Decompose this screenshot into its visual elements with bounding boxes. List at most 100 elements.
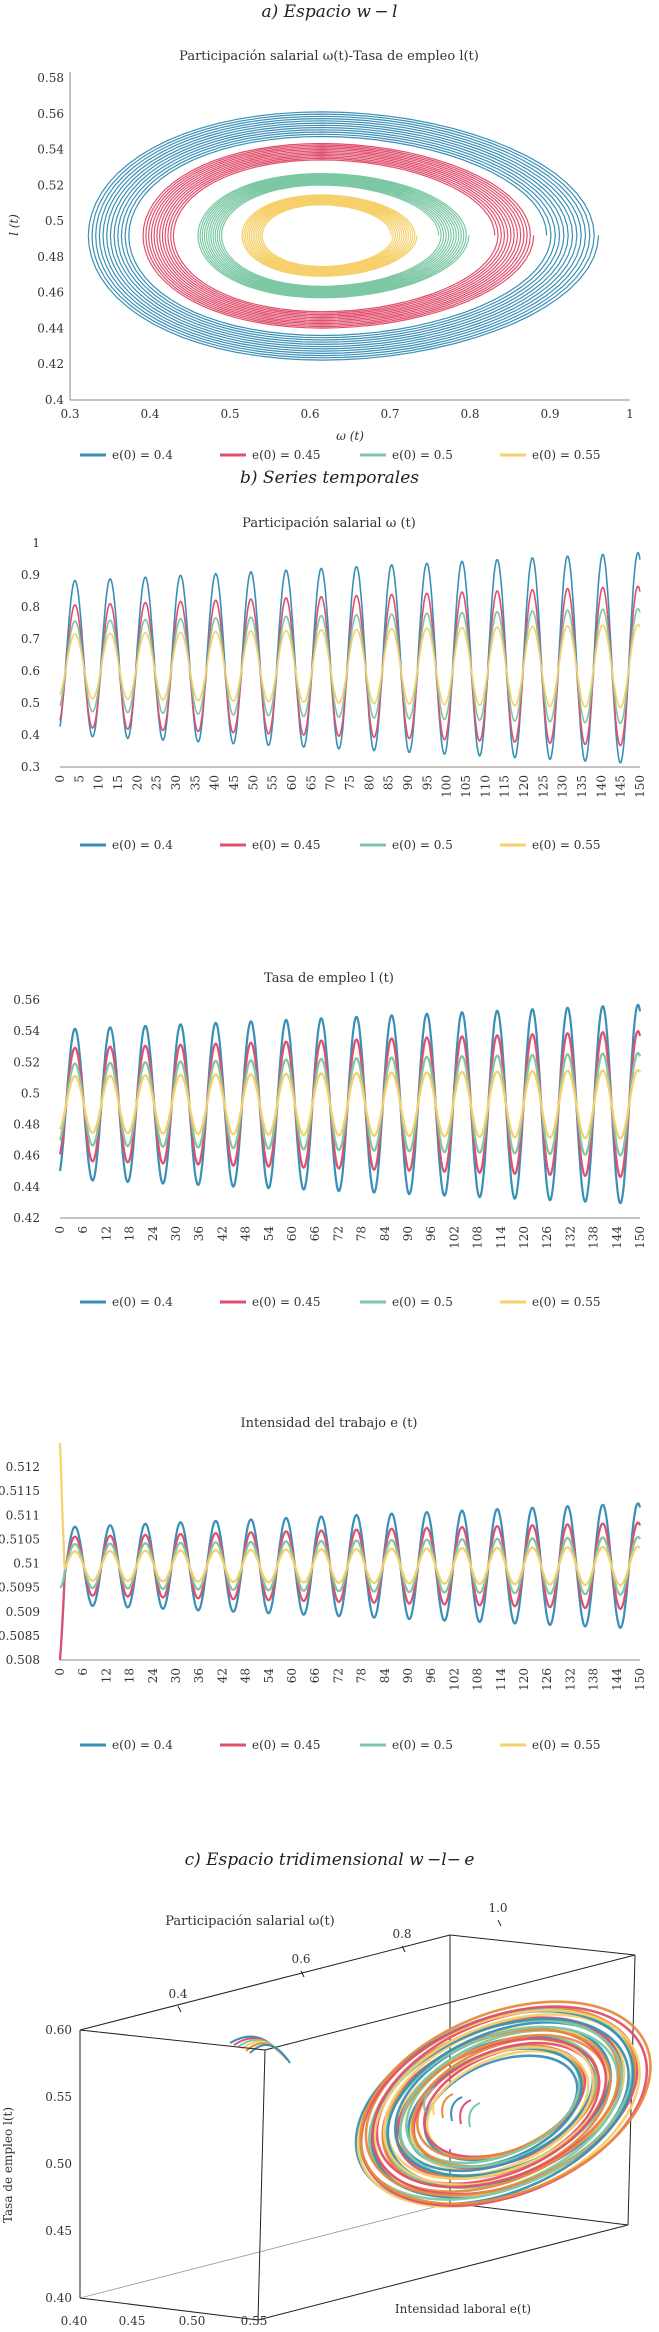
x-tick-label: 135 [575,775,589,798]
y-tick-label: 0.508 [6,1653,40,1667]
y-tick-label: 0.51 [13,1557,40,1571]
x-tick-label: 115 [498,775,512,798]
x-tick-label: 114 [494,1226,508,1249]
y-tick-label: 0.58 [37,71,64,85]
x-tick-label: 12 [99,1668,113,1683]
x-tick-label: 80 [362,775,376,790]
series-line [59,1536,641,1596]
space3d-chart: Participación salarial ω(t) 0.4 0.6 0.8 1.0 0… [1,1901,652,2328]
x-tick-label: 54 [262,1668,276,1684]
intensity-chart: Intensidad del trabajo e (t) 0.508 0.5085 0… [0,1416,647,1752]
y-tick-label: 0.512 [6,1460,40,1474]
x-tick-label: 105 [459,775,473,798]
x-tick-label: 108 [471,1226,485,1249]
x-tick-label: 144 [610,1226,624,1249]
chart-title: Participación salarial ω(t) [165,1914,335,1929]
section-title-b: b) Series temporales [240,468,419,488]
w-tick [497,1919,502,1927]
legend-label: e(0) = 0.45 [252,838,321,852]
x-tick-label: 102 [447,1668,461,1691]
w-tick-label: 0.6 [291,1952,310,1966]
x-tick-label: 0.3 [60,407,79,421]
x-tick-label: 96 [424,1226,438,1241]
y-tick-label: 0.52 [37,178,64,192]
legend-label: e(0) = 0.5 [392,1738,453,1752]
y-tick-label: 0.3 [21,760,40,774]
inner-transient [423,2087,436,2113]
x-tick-label: 0.8 [460,407,479,421]
employment-chart: Tasa de empleo l (t) 0.42 0.44 0.46 0.48 0.5 0… [13,971,647,1309]
x-tick-label: 120 [517,1226,531,1249]
legend-label: e(0) = 0.4 [112,1295,173,1309]
inner-transient [432,2090,445,2116]
x-tick-label: 0 [53,1226,67,1234]
x-tick-label: 30 [169,775,183,790]
series-line [241,194,418,277]
x-tick-label: 30 [169,1668,183,1683]
l-tick-label: 0.40 [45,2291,72,2305]
spiral-center [429,2057,571,2153]
x-tick-label: 0 [53,1668,67,1676]
x-tick-label: 35 [188,775,202,790]
box-edge-hidden [79,2202,451,2299]
x-tick-label: 48 [239,1226,253,1241]
chart-title: Intensidad del trabajo e (t) [241,1416,418,1431]
y-tick-label: 0.5 [45,214,64,228]
x-tick-label: 6 [76,1226,90,1234]
y-tick-label: 0.56 [37,107,64,121]
series-line [58,1068,641,1140]
series-line [87,111,600,361]
x-tick-label: 20 [130,775,144,790]
x-tick-label: 18 [123,1668,137,1683]
x-tick-label: 60 [285,1668,299,1683]
x-tick-label: 100 [440,775,454,798]
x-tick-label: 25 [150,775,164,790]
section-title-a: a) Espacio w − l [261,2,398,22]
w-tick [177,2005,182,2013]
x-tick-label: 60 [285,1226,299,1241]
y-tick-label: 0.46 [37,286,64,300]
e-tick-label: 0.45 [119,2314,146,2328]
box-edge [449,2202,629,2226]
x-tick-label: 84 [378,1668,392,1684]
x-tick-label: 65 [304,775,318,790]
legend-label: e(0) = 0.55 [532,448,601,462]
legend-label: e(0) = 0.4 [112,838,173,852]
legend-label: e(0) = 0.55 [532,1295,601,1309]
x-tick-label: 108 [471,1668,485,1691]
x-tick-label: 110 [478,775,492,798]
x-tick-label: 138 [587,1226,601,1249]
x-tick-label: 60 [285,775,299,790]
box-edge [79,1934,451,2031]
x-tick-label: 70 [324,775,338,790]
legend-label: e(0) = 0.45 [252,448,321,462]
y-tick-label: 0.5085 [0,1629,40,1643]
x-tick-label: 1 [626,407,634,421]
trajectory-ring [359,2000,652,2206]
x-tick-label: 96 [424,1668,438,1683]
x-tick-label: 30 [169,1226,183,1241]
y-tick-label: 0.5 [21,1086,40,1100]
x-tick-label: 0.6 [300,407,319,421]
x-tick-label: 132 [563,1226,577,1249]
box-edge [79,2297,259,2321]
series-line [59,585,641,747]
x-tick-label: 72 [331,1226,345,1241]
x-tick-label: 55 [266,775,280,790]
x-tick-label: 48 [239,1668,253,1683]
y-tick-label: 0.4 [45,393,64,407]
y-tick-label: 0.46 [13,1149,40,1163]
x-tick-label: 0 [53,775,67,783]
x-tick-label: 120 [517,1668,531,1691]
x-tick-label: 144 [610,1668,624,1691]
x-tick-label: 150 [633,775,647,798]
w-tick [401,1945,406,1953]
x-tick-label: 12 [99,1226,113,1241]
legend-label: e(0) = 0.4 [112,448,173,462]
x-tick-label: 140 [594,775,608,798]
chart-title: Tasa de empleo l (t) [264,971,394,986]
y-axis-label: Tasa de empleo l(t) [1,2107,15,2223]
x-tick-label: 45 [227,775,241,790]
x-tick-label: 50 [246,775,260,790]
y-tick-label: 1 [32,536,40,550]
